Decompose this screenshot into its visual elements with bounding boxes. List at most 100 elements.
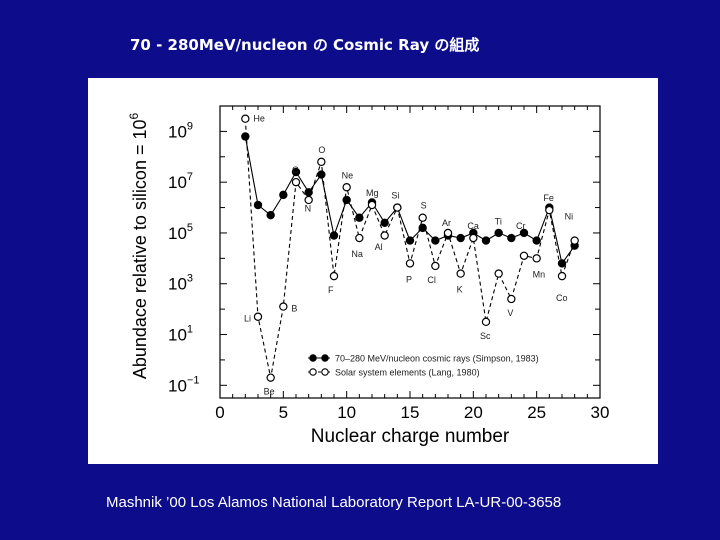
solar-point: [443, 228, 453, 238]
x-axis-label: Nuclear charge number: [311, 426, 510, 447]
legend-marker: [309, 368, 317, 376]
x-tick-label: 5: [279, 403, 288, 422]
x-tick-label: 15: [401, 403, 420, 422]
y-tick-label: 101: [168, 324, 193, 345]
x-tick-label: 30: [591, 403, 610, 422]
solar-point: [456, 269, 465, 278]
element-label: Mn: [533, 269, 546, 279]
element-label: P: [406, 274, 412, 284]
solar-point: [418, 213, 427, 222]
cosmic-ray-point: [279, 190, 288, 200]
series-line-solar-system: [244, 118, 576, 378]
cosmic-ray-point: [418, 223, 427, 233]
element-label: Al: [375, 242, 383, 252]
element-label: O: [318, 145, 325, 155]
abundance-chart: He Li Be B C N O F Ne Na Mg Al Si S P Cl Ar K Ca Sc Ti V Cr Mn F…: [127, 105, 610, 447]
solar-point: [355, 233, 364, 243]
cosmic-ray-point: [557, 259, 567, 268]
element-label: Cl: [427, 275, 436, 285]
x-tick-label: 20: [464, 403, 483, 422]
solar-point: [266, 373, 275, 382]
solar-point: [469, 233, 478, 243]
solar-point: [557, 271, 567, 281]
element-label: Si: [391, 191, 399, 201]
legend-entry: 70–280 MeV/nucleon cosmic rays (Simpson,…: [335, 354, 539, 364]
element-label: Ti: [495, 217, 502, 227]
element-label: Ca: [467, 221, 479, 231]
cosmic-ray-point: [507, 233, 516, 243]
element-label: Mg: [366, 188, 379, 198]
legend-marker: [321, 354, 329, 362]
legend-marker: [321, 368, 329, 376]
solar-point: [342, 183, 351, 192]
element-label: Ne: [342, 170, 354, 180]
solar-point: [367, 200, 377, 210]
x-tick-label: 25: [527, 403, 546, 422]
solar-point: [545, 205, 554, 215]
element-label: Na: [351, 249, 363, 259]
element-label: Sc: [480, 331, 491, 341]
y-tick-label: 10−1: [168, 374, 199, 395]
legend-marker: [309, 354, 317, 362]
element-label: C: [292, 165, 299, 175]
solar-point: [279, 302, 288, 311]
solar-point: [253, 312, 263, 321]
element-label: Cr: [516, 221, 526, 231]
element-label: Co: [556, 293, 568, 303]
solar-point: [519, 251, 529, 261]
figure-panel: He Li Be B C N O F Ne Na Mg Al Si S P Cl Ar K Ca Sc Ti V Cr Mn F…: [88, 78, 658, 464]
solar-point: [481, 317, 491, 327]
source-caption: Mashnik ’00 Los Alamos National Laborato…: [106, 494, 562, 511]
y-tick-label: 107: [168, 171, 193, 192]
cosmic-ray-point: [317, 170, 326, 179]
solar-point: [329, 271, 339, 281]
element-label: V: [507, 308, 513, 318]
cosmic-ray-point: [431, 236, 440, 245]
y-axis-label: Abundace relative to silicon = 106: [127, 113, 150, 380]
element-label: Ni: [565, 212, 574, 222]
y-tick-label: 109: [168, 120, 193, 141]
cosmic-ray-point: [329, 231, 339, 240]
element-label: Ar: [442, 218, 451, 228]
cosmic-ray-point: [519, 228, 529, 238]
solar-point: [494, 269, 503, 278]
cosmic-ray-point: [456, 233, 465, 243]
cosmic-ray-point: [481, 236, 491, 245]
solar-point: [507, 294, 516, 304]
solar-point: [431, 261, 440, 271]
solar-point: [393, 203, 402, 212]
legend-entry: Solar system elements (Lang, 1980): [335, 368, 480, 378]
element-label: K: [457, 285, 463, 295]
cosmic-ray-point: [342, 195, 351, 205]
cosmic-ray-point: [253, 200, 263, 210]
element-label: He: [253, 114, 265, 124]
x-tick-label: 10: [337, 403, 356, 422]
slide-title: 70 - 280MeV/nucleon の Cosmic Ray の組成: [130, 36, 480, 54]
solar-point: [304, 195, 313, 205]
cosmic-ray-point: [304, 188, 313, 197]
element-label: Be: [264, 387, 275, 397]
solar-point: [405, 259, 415, 268]
solar-point: [570, 236, 579, 245]
element-label: Li: [244, 314, 251, 324]
cosmic-ray-point: [532, 236, 541, 245]
y-tick-label: 105: [168, 222, 193, 243]
cosmic-ray-point: [494, 228, 503, 238]
cosmic-ray-point: [241, 132, 250, 141]
x-tick-label: 0: [215, 403, 224, 422]
element-label: F: [328, 285, 334, 295]
solar-point: [241, 114, 250, 123]
element-label: B: [291, 304, 297, 314]
cosmic-ray-point: [266, 210, 275, 220]
element-label: N: [305, 203, 312, 213]
solar-point: [291, 177, 301, 187]
y-tick-label: 103: [168, 273, 193, 294]
solar-point: [317, 157, 326, 167]
cosmic-ray-point: [405, 236, 415, 245]
element-label: Fe: [543, 193, 554, 203]
cosmic-ray-point: [355, 213, 364, 222]
cosmic-ray-point: [380, 218, 389, 227]
solar-point: [380, 231, 389, 240]
element-label: S: [421, 201, 427, 211]
cosmic-ray-point: [291, 167, 301, 177]
